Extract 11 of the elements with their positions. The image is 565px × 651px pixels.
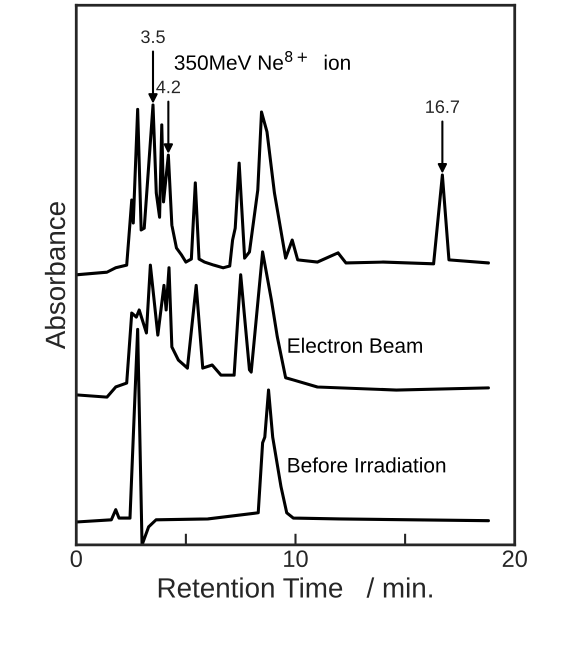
series-label: Before Irradiation [288, 457, 446, 473]
x-tick-label: 10 [284, 550, 308, 568]
x-tick-label: 0 [70, 550, 82, 568]
series-label: Electron Beam [288, 338, 422, 353]
x-tick-label: 20 [502, 550, 527, 568]
annotation: 4.2 [156, 80, 180, 94]
annotation: 16.7 [426, 100, 460, 114]
x-axis-title: Retention Time / min. [158, 577, 432, 598]
y-axis-title: Absorbance [44, 202, 66, 350]
annotation: 3.5 [141, 30, 165, 44]
text: 350MeV Ne$^{8+}$ ion [174, 50, 350, 70]
